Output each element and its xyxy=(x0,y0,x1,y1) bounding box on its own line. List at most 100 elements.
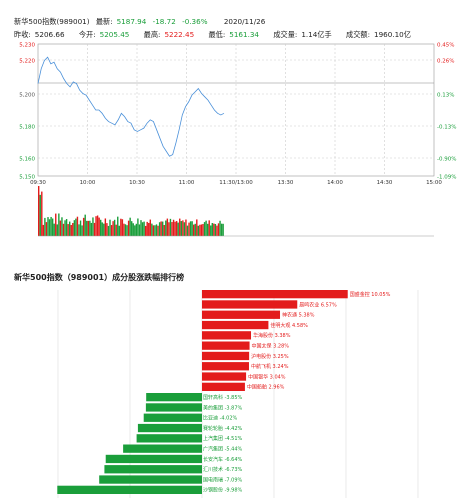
volume-bar xyxy=(185,219,187,236)
rank-bar xyxy=(105,454,202,464)
quote-header-row-2: 昨收: 5206.66 今开: 5205.45 最高: 5222.45 最低: 5161… xyxy=(14,30,415,40)
volume-bar xyxy=(165,220,167,236)
rank-bar xyxy=(202,382,245,391)
volume-bar xyxy=(197,225,200,236)
volume-bar xyxy=(134,225,136,236)
volume-bar xyxy=(113,219,116,236)
prev-close-value: 5206.66 xyxy=(34,30,65,39)
volume-bar xyxy=(65,219,68,236)
rank-label: 华海股份 3.38% xyxy=(253,332,291,339)
left-tick-label: 5,220 xyxy=(19,59,35,65)
volume-bar xyxy=(202,223,204,236)
volume-bar xyxy=(179,218,181,236)
volume-bar xyxy=(206,223,209,236)
volume-bar xyxy=(62,223,65,236)
volume-bar xyxy=(146,221,148,236)
volume-bar xyxy=(158,222,161,236)
open-value: 5205.45 xyxy=(99,30,130,39)
volume-bar xyxy=(38,186,40,236)
volume-bar xyxy=(123,223,125,236)
volume-bar xyxy=(89,220,91,236)
left-tick-label: 5,230 xyxy=(19,43,35,49)
quote-date: 2020/11/26 xyxy=(223,17,266,26)
volume-bar xyxy=(154,225,156,236)
volume-bar xyxy=(42,224,45,236)
left-tick-label: 5,180 xyxy=(19,125,35,131)
volume-bar xyxy=(216,225,218,236)
time-tick-label: 11:30/13:00 xyxy=(219,180,253,186)
volume-bar xyxy=(112,221,114,236)
volume-bar xyxy=(219,220,221,236)
rank-bar xyxy=(146,393,202,402)
rank-bar xyxy=(202,320,269,330)
volume-bar xyxy=(104,218,107,236)
volume-bar xyxy=(183,222,186,236)
volume-bar xyxy=(143,221,145,236)
volume-bar xyxy=(193,224,195,236)
volume-bar xyxy=(61,217,63,236)
volume-value: 1.14亿手 xyxy=(301,30,332,39)
rank-label: 晨鸣农业 6.57% xyxy=(299,301,337,308)
volume-bar xyxy=(152,225,155,236)
volume-bar xyxy=(135,223,138,236)
volume-bar xyxy=(47,217,49,236)
volume-bar xyxy=(188,222,190,236)
volume-bar xyxy=(55,213,57,236)
volume-bar xyxy=(208,220,210,236)
volume-bar xyxy=(203,222,206,236)
volume-bar xyxy=(205,220,207,236)
price-line xyxy=(37,56,225,157)
intraday-chart[interactable]: 5,230 5,220 5,200 5,180 5,160 5,150 0.45% 0.26%… xyxy=(0,38,465,242)
volume-bar xyxy=(73,220,76,236)
rank-label: 沙钢股份 -9.98% xyxy=(203,487,243,494)
prev-close-label: 昨收: xyxy=(14,30,31,39)
rank-label: 沪电股份 3.25% xyxy=(251,353,289,360)
volume-bar xyxy=(214,224,217,236)
volume-bar xyxy=(155,224,158,236)
volume-bar xyxy=(86,220,88,236)
volume-bar xyxy=(72,223,74,236)
right-tick-label: -0.13% xyxy=(437,125,456,131)
volume-bar xyxy=(182,220,184,236)
volume-bar xyxy=(67,224,69,236)
volume-bar xyxy=(211,223,213,236)
volume-bar xyxy=(59,220,62,236)
amount-value: 1960.10亿 xyxy=(374,30,411,39)
volume-bar xyxy=(117,216,119,236)
time-tick-label: 14:30 xyxy=(377,180,393,186)
volume-bar xyxy=(124,224,127,236)
volume-bar xyxy=(131,221,133,236)
volume-bar xyxy=(79,220,82,236)
volume-bar xyxy=(118,225,120,236)
volume-bar xyxy=(100,219,102,236)
volume-bar xyxy=(222,223,224,236)
rank-bar xyxy=(202,372,247,381)
open-label: 今开: xyxy=(78,30,96,39)
volume-bar xyxy=(129,217,131,236)
rank-bar xyxy=(202,351,250,361)
time-tick-label: 09:30 xyxy=(30,180,46,186)
rank-label: 佳明大观 4.58% xyxy=(270,322,308,329)
volume-bar xyxy=(177,222,179,236)
right-tick-label: 0.45% xyxy=(437,43,454,49)
volume-bar xyxy=(166,218,169,236)
volume-bar xyxy=(199,224,201,236)
volume-bar xyxy=(217,223,220,236)
rank-bar xyxy=(145,403,202,412)
rank-bar xyxy=(99,475,202,484)
volume-bar xyxy=(210,225,212,236)
high-value: 5222.45 xyxy=(164,30,195,39)
volume-bar xyxy=(180,221,182,236)
rank-bar xyxy=(136,434,202,443)
rank-bar xyxy=(137,423,202,433)
volume-bar xyxy=(121,219,124,236)
volume-bar xyxy=(95,216,97,236)
left-tick-label: 5,150 xyxy=(19,175,35,181)
rank-bar xyxy=(123,444,202,453)
volume-bar xyxy=(106,223,108,236)
time-tick-label: 13:30 xyxy=(278,180,294,186)
rank-label: 神农通 5.38% xyxy=(282,312,315,319)
time-tick-label: 14:00 xyxy=(327,180,343,186)
volume-bar xyxy=(82,217,85,236)
change-pct: -0.36% xyxy=(182,17,208,26)
